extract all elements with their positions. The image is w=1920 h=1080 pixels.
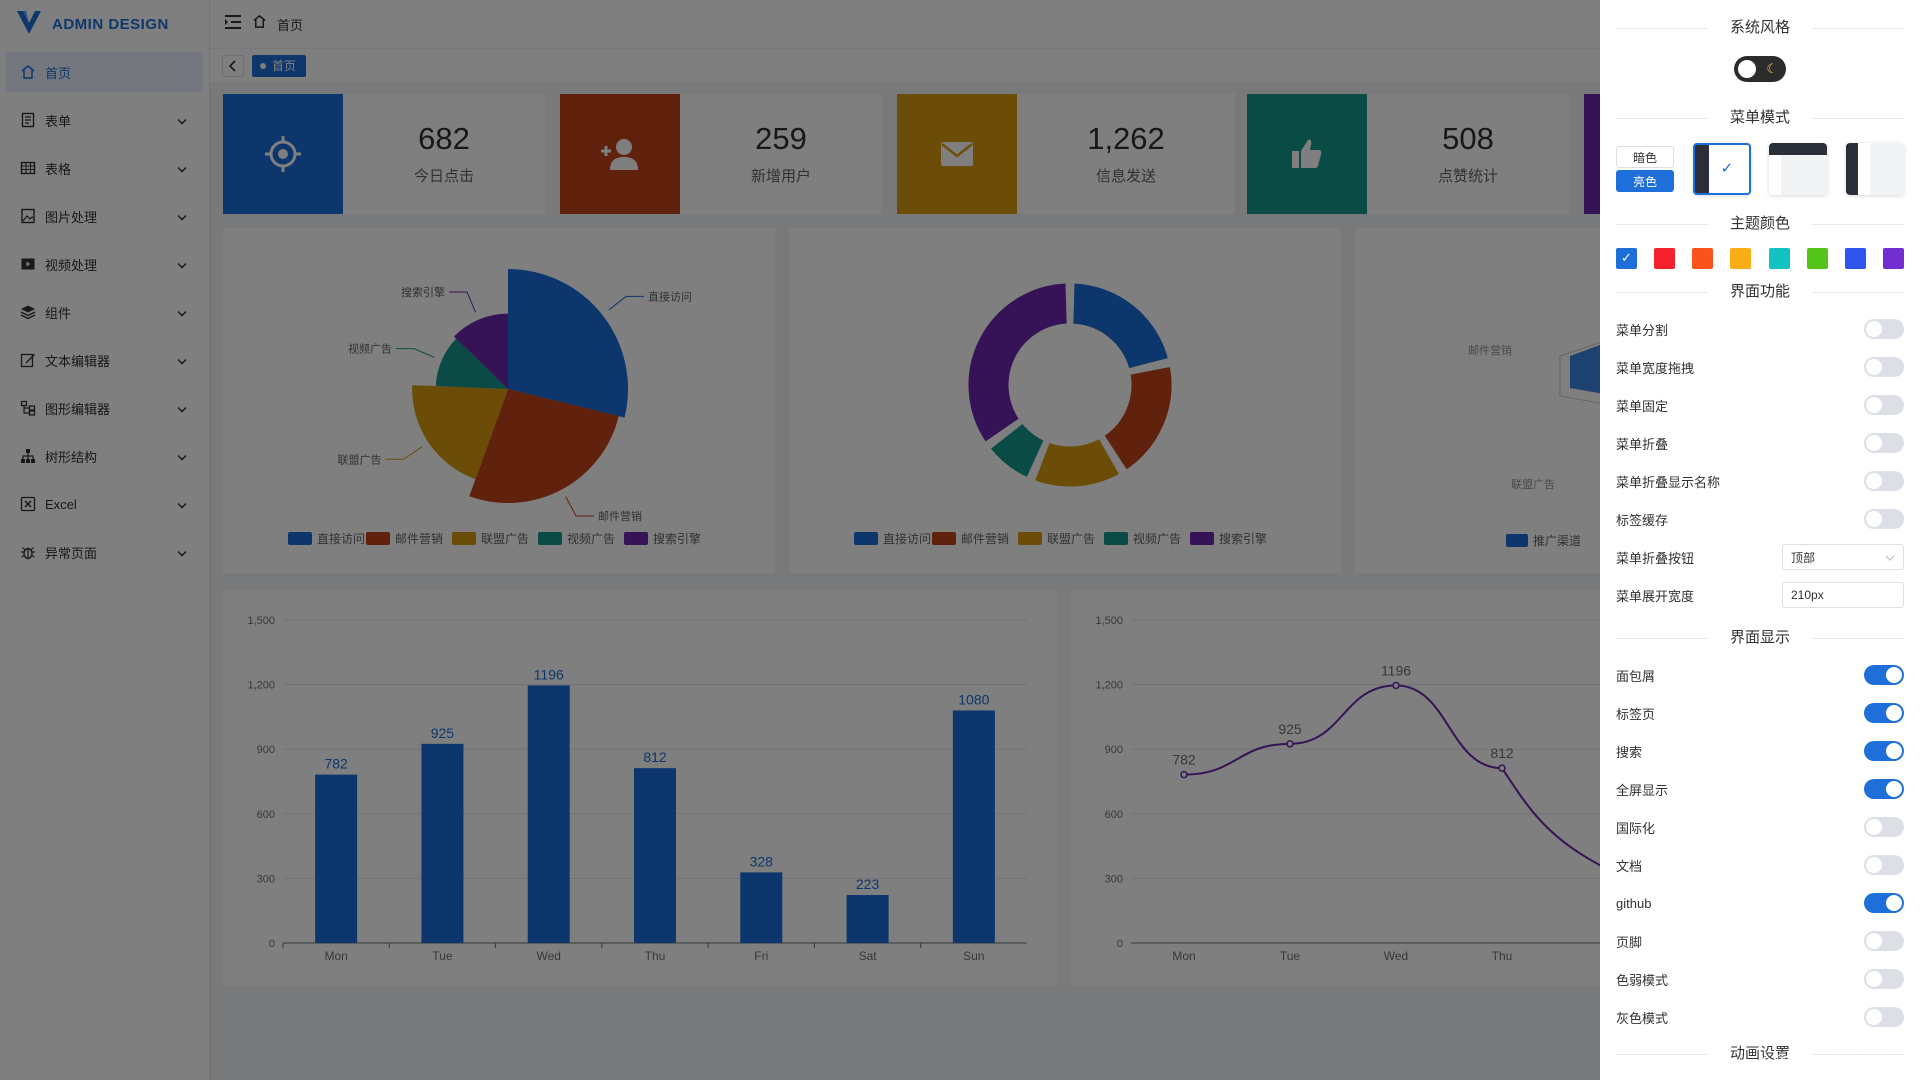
setting-row: 标签页 (1616, 694, 1904, 732)
setting-row: 菜单折叠 (1616, 424, 1904, 462)
menu-mode-light-button[interactable]: 亮色 (1616, 170, 1674, 192)
setting-row: 文档 (1616, 846, 1904, 884)
setting-label: 标签缓存 (1616, 512, 1669, 528)
menu-width-setting: 菜单展开宽度 210px (1616, 576, 1904, 614)
setting-label: 菜单宽度拖拽 (1616, 360, 1695, 376)
setting-switch[interactable] (1864, 395, 1904, 415)
setting-row: 标签缓存 (1616, 500, 1904, 538)
input-value: 210px (1791, 588, 1824, 602)
section-title-functions: 界面功能 (1616, 278, 1904, 306)
menu-mode-dark-button[interactable]: 暗色 (1616, 146, 1674, 168)
select-value: 顶部 (1791, 550, 1816, 565)
layout-top-menu-tile[interactable] (1769, 143, 1828, 195)
setting-row: 搜索 (1616, 732, 1904, 770)
setting-label: 菜单分割 (1616, 322, 1669, 338)
watermark: @稀土掘金技术社区 (1756, 1054, 1910, 1073)
setting-label: 标签页 (1616, 706, 1656, 722)
setting-label: 菜单折叠按钮 (1616, 550, 1695, 566)
check-icon: ✓ (1720, 160, 1734, 177)
setting-switch[interactable] (1864, 1007, 1904, 1027)
section-title-menu-mode: 菜单模式 (1616, 104, 1904, 132)
display-settings: 面包屑标签页搜索全屏显示国际化文档 github 页脚色弱模式灰色模式 (1616, 656, 1904, 1036)
setting-switch[interactable] (1864, 779, 1904, 799)
setting-row: 国际化 (1616, 808, 1904, 846)
collapse-button-select[interactable]: 顶部 (1782, 544, 1904, 570)
theme-color-swatch[interactable] (1654, 247, 1676, 269)
setting-label: github (1616, 895, 1652, 911)
setting-switch[interactable] (1864, 817, 1904, 837)
setting-label: 色弱模式 (1616, 972, 1669, 988)
setting-label: 灰色模式 (1616, 1010, 1669, 1026)
theme-color-swatch[interactable] (1882, 247, 1904, 269)
theme-color-swatch[interactable]: ✓ (1616, 247, 1637, 269)
dark-mode-toggle[interactable]: ☾ (1734, 56, 1786, 82)
setting-switch[interactable] (1864, 357, 1904, 377)
setting-switch[interactable] (1864, 741, 1904, 761)
setting-row: 菜单折叠显示名称 (1616, 462, 1904, 500)
theme-color-swatch[interactable] (1730, 247, 1752, 269)
layout-side-menu-tile[interactable]: ✓ (1692, 143, 1751, 195)
setting-switch[interactable] (1864, 855, 1904, 875)
setting-row: github (1616, 884, 1904, 922)
setting-label: 搜索 (1616, 744, 1643, 760)
theme-color-swatches: ✓ (1616, 238, 1904, 278)
theme-color-swatch[interactable] (1844, 247, 1866, 269)
menu-mode-options: 暗色 亮色 ✓ (1616, 142, 1904, 196)
theme-color-swatch[interactable] (1692, 247, 1714, 269)
function-settings: 菜单分割菜单宽度拖拽 菜单固定菜单折叠菜单折叠显示名称 标签缓存 (1616, 310, 1904, 538)
setting-row: 页脚 (1616, 922, 1904, 960)
settings-drawer: 系统风格 ☾ 菜单模式 暗色 亮色 ✓ 主题颜色 ✓ 界面功能 菜单分割菜单宽度… (1600, 0, 1920, 1080)
setting-label: 面包屑 (1616, 668, 1656, 684)
setting-row: 菜单固定 (1616, 386, 1904, 424)
section-title-display: 界面显示 (1616, 624, 1904, 652)
menu-mode-color-switch: 暗色 亮色 (1616, 146, 1674, 192)
setting-label: 文档 (1616, 858, 1643, 874)
setting-switch[interactable] (1864, 433, 1904, 453)
setting-row: 面包屑 (1616, 656, 1904, 694)
theme-color-swatch[interactable] (1806, 247, 1828, 269)
collapse-button-setting: 菜单折叠按钮 顶部 (1616, 538, 1904, 576)
setting-label: 菜单固定 (1616, 398, 1669, 414)
setting-row: 全屏显示 (1616, 770, 1904, 808)
setting-switch[interactable] (1864, 703, 1904, 723)
section-title-theme-color: 主题颜色 (1616, 210, 1904, 238)
setting-label: 全屏显示 (1616, 782, 1669, 798)
setting-label: 菜单展开宽度 (1616, 588, 1695, 604)
setting-label: 菜单折叠显示名称 (1616, 474, 1721, 490)
moon-icon: ☾ (1766, 61, 1778, 76)
setting-switch[interactable] (1864, 471, 1904, 491)
setting-row: 菜单分割 (1616, 310, 1904, 348)
setting-row: 色弱模式 (1616, 960, 1904, 998)
theme-color-swatch[interactable] (1768, 247, 1790, 269)
setting-label: 国际化 (1616, 820, 1656, 836)
setting-switch[interactable] (1864, 509, 1904, 529)
section-title-animation: 动画设置 (1616, 1040, 1904, 1068)
setting-label: 页脚 (1616, 934, 1643, 950)
layout-mix-menu-tile[interactable] (1845, 143, 1904, 195)
setting-row: 菜单宽度拖拽 (1616, 348, 1904, 386)
setting-switch[interactable] (1864, 665, 1904, 685)
setting-switch[interactable] (1864, 969, 1904, 989)
menu-width-input[interactable]: 210px (1782, 582, 1904, 608)
setting-switch[interactable] (1864, 893, 1904, 913)
setting-row: 灰色模式 (1616, 998, 1904, 1036)
toggle-knob (1738, 60, 1756, 78)
setting-label: 菜单折叠 (1616, 436, 1669, 452)
section-title-style: 系统风格 (1616, 14, 1904, 42)
setting-switch[interactable] (1864, 931, 1904, 951)
chevron-down-icon (1885, 550, 1895, 564)
setting-switch[interactable] (1864, 319, 1904, 339)
